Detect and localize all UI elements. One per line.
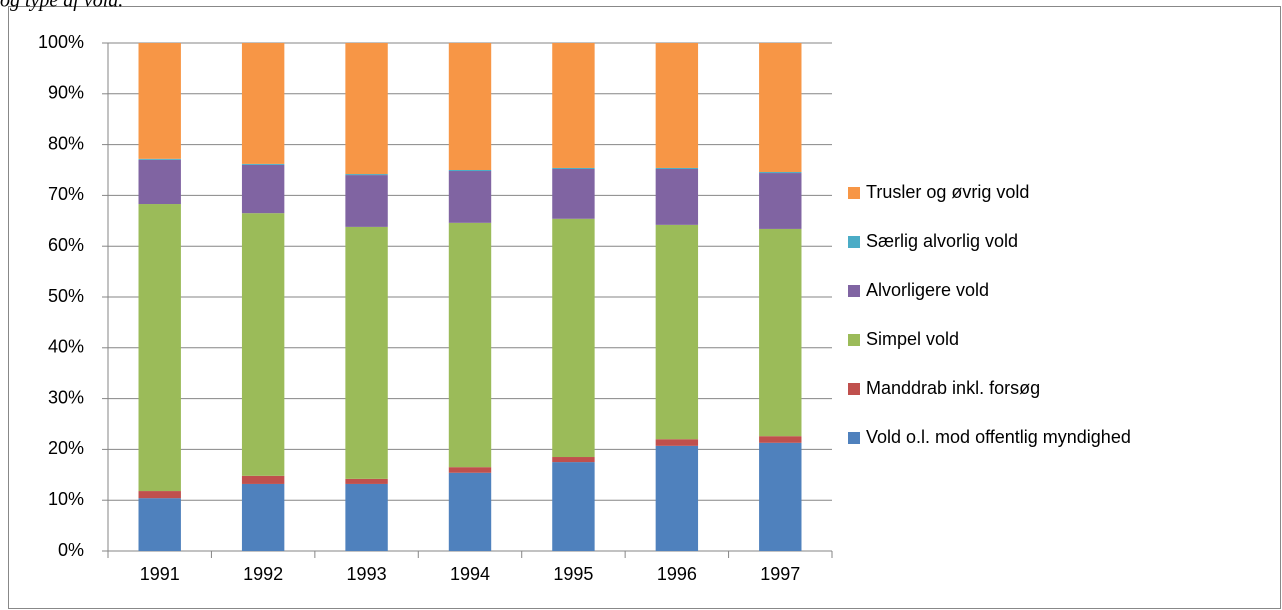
bar-segment [655, 167, 699, 169]
y-tick-label: 60% [48, 235, 84, 255]
bar-segment [759, 172, 802, 174]
chart-title: og type af vold. [0, 0, 123, 12]
x-tick-label: 1996 [657, 564, 697, 584]
bar-segment [345, 478, 388, 484]
bar-segment [138, 498, 181, 551]
legend-label: Særlig alvorlig vold [866, 231, 1018, 251]
bar-segment [345, 175, 388, 227]
y-tick-label: 40% [48, 337, 84, 357]
bar-segment [241, 475, 285, 484]
bar-segment [241, 164, 285, 214]
bar-segment [655, 224, 699, 440]
legend-swatch [848, 383, 860, 395]
bar-segment [655, 445, 699, 551]
legend-label: Trusler og øvrig vold [866, 182, 1029, 202]
x-tick-label: 1993 [347, 564, 387, 584]
y-tick-label: 80% [48, 133, 84, 153]
y-tick-label: 20% [48, 438, 84, 458]
bar-segment [138, 491, 181, 499]
bar-segment [448, 467, 492, 473]
bar-segment [241, 163, 285, 165]
bar-segment [552, 218, 595, 458]
bar-segment [759, 442, 802, 551]
legend-label: Vold o.l. mod offentlig myndighed [866, 427, 1131, 447]
legend-swatch [848, 236, 860, 248]
bar-segment [655, 43, 699, 168]
chart-frame [8, 6, 1281, 609]
legend-swatch [848, 432, 860, 444]
y-tick-label: 0% [58, 540, 84, 560]
x-tick-label: 1995 [553, 564, 593, 584]
legend-swatch [848, 285, 860, 297]
bar-segment [552, 462, 595, 551]
bar-segment [552, 168, 595, 219]
bar-segment [759, 173, 802, 229]
bar-segment [448, 171, 492, 223]
y-tick-label: 90% [48, 83, 84, 103]
bar-segment [448, 472, 492, 551]
y-tick-label: 30% [48, 387, 84, 407]
bar-segment [552, 457, 595, 463]
y-tick-label: 50% [48, 286, 84, 306]
y-tick-label: 100% [38, 32, 84, 52]
x-tick-label: 1992 [243, 564, 283, 584]
bar-segment [759, 436, 802, 443]
x-tick-label: 1997 [760, 564, 800, 584]
x-tick-label: 1991 [140, 564, 180, 584]
bar-segment [345, 174, 388, 176]
y-tick-label: 10% [48, 489, 84, 509]
legend-swatch [848, 187, 860, 199]
bar-segment [241, 483, 285, 551]
y-tick-label: 70% [48, 184, 84, 204]
bar-segment [345, 43, 388, 175]
bar-segment [759, 43, 802, 173]
bar-segment [138, 43, 181, 159]
bar-segment [552, 43, 595, 168]
bar-segment [448, 222, 492, 468]
bar-segment [345, 226, 388, 479]
legend-label: Alvorligere vold [866, 280, 989, 300]
bar-segment [448, 43, 492, 170]
bar-segment [241, 43, 285, 164]
legend-label: Manddrab inkl. forsøg [866, 378, 1040, 398]
bar-segment [759, 228, 802, 437]
bar-segment [138, 158, 181, 160]
bar-segment [241, 213, 285, 476]
bar-segment [655, 168, 699, 225]
bar-segment [138, 204, 181, 492]
bar-segment [552, 167, 595, 169]
legend-label: Simpel vold [866, 329, 959, 349]
bar-segment [448, 170, 492, 172]
bar-segment [655, 439, 699, 446]
legend-swatch [848, 334, 860, 346]
bar-segment [138, 159, 181, 205]
bar-segment [345, 483, 388, 551]
x-tick-label: 1994 [450, 564, 490, 584]
